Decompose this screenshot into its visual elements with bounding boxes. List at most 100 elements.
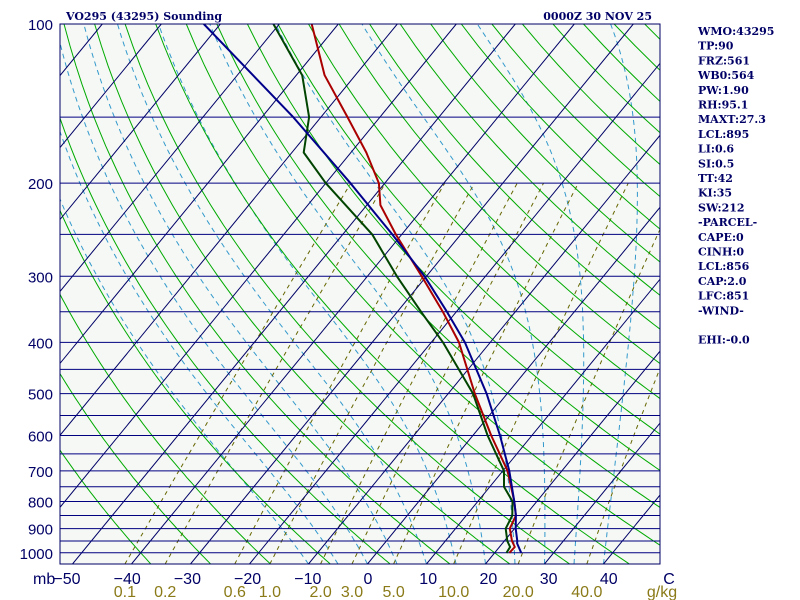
pressure-tick-label: 500 xyxy=(28,387,53,404)
mixing-ratio-tick-label: 10.0 xyxy=(438,584,469,600)
temperature-tick-label: 10 xyxy=(419,571,437,588)
moist-adiabat-line xyxy=(60,130,339,564)
index-value: CAP:2.0 xyxy=(698,275,747,288)
moist-adiabat-line xyxy=(158,24,457,564)
mixing-ratio-line xyxy=(586,367,660,564)
dry-adiabat-line xyxy=(60,293,271,564)
mixing-ratio-line xyxy=(517,228,660,564)
temperature-tick-label: −10 xyxy=(294,571,321,588)
profile-parcel-line xyxy=(203,24,523,554)
isotherm-line xyxy=(60,24,339,365)
temperature-tick-label: −40 xyxy=(114,571,141,588)
moist-adiabat-line xyxy=(117,24,427,564)
isotherm-line xyxy=(72,24,516,564)
isotherm-line xyxy=(131,24,575,564)
profile-temperature-line xyxy=(310,24,517,554)
index-value: FRZ:561 xyxy=(698,54,750,67)
dry-adiabat-line xyxy=(60,449,152,564)
index-value: -WIND- xyxy=(698,304,744,317)
pressure-tick-label: 400 xyxy=(28,335,53,352)
mixing-ratio-tick-label: 20.0 xyxy=(503,584,534,600)
index-value: -PARCEL- xyxy=(698,216,757,229)
temperature-tick-labels: −50 −40 −30 −20 −10 0 10 20 30 40 C xyxy=(53,571,674,588)
index-value: CINH:0 xyxy=(698,246,744,259)
pressure-tick-label: 100 xyxy=(28,17,53,34)
isotherm-line xyxy=(308,134,660,564)
mixing-ratio-tick-label: 5.0 xyxy=(382,584,404,600)
mixing-ratio-line xyxy=(269,182,475,564)
mixing-ratio-tick-labels: 0.1 0.2 0.6 1.0 2.0 3.0 5.0 10.0 20.0 40.0 xyxy=(114,584,603,600)
index-value: TP:90 xyxy=(698,40,734,53)
pressure-tick-label: 700 xyxy=(28,464,53,481)
mixing-ratio-line xyxy=(393,182,579,564)
temperature-tick-label: −30 xyxy=(174,571,201,588)
isotherms xyxy=(0,24,660,564)
moist-adiabat-line xyxy=(275,24,516,564)
temperature-tick-label: 30 xyxy=(540,571,558,588)
dry-adiabat-line xyxy=(277,24,660,435)
mixing-ratio-line xyxy=(164,182,386,564)
mixing-ratio-tick-label: 0.6 xyxy=(224,584,246,600)
mixing-ratio-unit: g/kg xyxy=(647,584,677,600)
isotherm-line xyxy=(0,24,43,564)
dry-adiabat-line xyxy=(63,24,451,564)
mixing-ratio-tick-label: 40.0 xyxy=(571,584,602,600)
pressure-tick-label: 600 xyxy=(28,429,53,446)
dry-adiabat-line xyxy=(399,24,660,296)
pressure-tick-labels: 100 200 300 400 500 600 700 800 900 1000 xyxy=(20,17,53,563)
index-value: PW:1.90 xyxy=(698,84,749,97)
moist-adiabat-line xyxy=(476,24,585,564)
isotherm-line xyxy=(60,24,398,437)
temperature-tick-label: −20 xyxy=(234,571,261,588)
isotherm-line xyxy=(190,24,634,564)
moist-adiabat-line xyxy=(83,24,398,564)
pressure-tick-label: 900 xyxy=(28,522,53,539)
y-unit-label: mb xyxy=(33,571,55,588)
temperature-tick-label: C xyxy=(663,571,675,588)
index-value: LCL:895 xyxy=(698,128,749,141)
isotherm-line xyxy=(60,24,280,293)
pressure-tick-label: 800 xyxy=(28,495,53,512)
isotherm-line xyxy=(60,24,221,221)
temperature-tick-label: 20 xyxy=(480,571,498,588)
index-value: SW:212 xyxy=(698,201,745,214)
mixing-ratio-tick-label: 0.2 xyxy=(154,584,176,600)
pressure-tick-label: 200 xyxy=(28,176,53,193)
dry-adiabat-line xyxy=(338,24,660,365)
chart-title: VO295 (43295) Sounding xyxy=(65,10,222,23)
mixing-ratio-tick-label: 1.0 xyxy=(259,584,281,600)
dry-adiabat-line xyxy=(124,24,570,564)
mixing-ratio-lines xyxy=(124,182,660,564)
index-value: RH:95.1 xyxy=(698,99,748,112)
isotherm-line xyxy=(60,24,162,149)
dry-adiabat-line xyxy=(369,24,660,330)
isotherm-line xyxy=(367,206,660,564)
index-value: KI:35 xyxy=(698,187,732,200)
profile-dewpoint-line xyxy=(272,24,514,554)
temperature-tick-label: −50 xyxy=(53,571,80,588)
index-value: EHI:-0.0 xyxy=(698,334,750,347)
isotherm-line xyxy=(426,278,660,564)
isobars xyxy=(60,24,660,564)
dry-adiabat-line xyxy=(430,24,660,263)
isotherm-line xyxy=(544,422,660,564)
dry-adiabat-line xyxy=(94,24,511,564)
mixing-ratio-line xyxy=(320,182,518,564)
index-value: WMO:43295 xyxy=(697,25,774,38)
mixing-ratio-tick-label: 3.0 xyxy=(341,584,363,600)
pressure-tick-label: 1000 xyxy=(20,546,53,563)
mixing-ratio-line xyxy=(124,182,352,564)
index-value: MAXT:27.3 xyxy=(698,113,766,126)
mixing-ratio-line xyxy=(453,182,629,564)
valid-time: 0000Z 30 NOV 25 xyxy=(543,10,652,23)
dry-adiabat-line xyxy=(60,209,331,564)
isotherm-line xyxy=(60,24,457,509)
moist-adiabat-line xyxy=(209,24,486,564)
index-value: LFC:851 xyxy=(698,290,749,303)
index-value: LCL:856 xyxy=(698,260,750,273)
dry-adiabat-line xyxy=(308,24,660,400)
plot-frame xyxy=(59,23,661,565)
dry-adiabat-line xyxy=(216,24,660,509)
